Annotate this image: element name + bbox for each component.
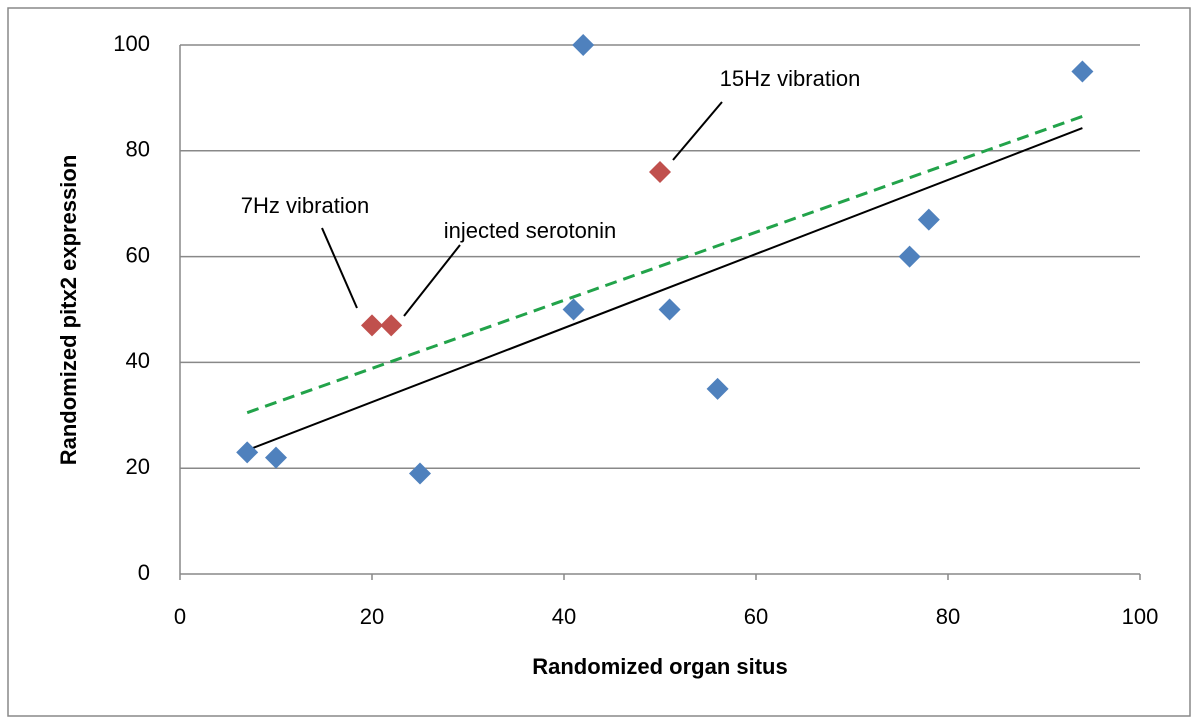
- point: [649, 160, 671, 183]
- point: [409, 462, 431, 485]
- point: [236, 441, 259, 464]
- y-tick-label: 80: [126, 137, 150, 162]
- x-tick-label: 100: [1122, 604, 1159, 629]
- x-axis-label: Randomized organ situs: [532, 654, 787, 679]
- y-tick-label: 60: [126, 242, 150, 267]
- x-tick-label: 60: [744, 604, 768, 629]
- point: [658, 298, 681, 321]
- point: [898, 245, 921, 268]
- point: [562, 298, 585, 321]
- y-tick-label: 100: [113, 31, 150, 56]
- point: [265, 446, 287, 469]
- annotation: 7Hz vibration: [241, 193, 369, 218]
- point: [572, 34, 595, 56]
- x-tick-label: 0: [174, 604, 186, 629]
- x-tick-label: 20: [360, 604, 384, 629]
- y-axis-label: Randomized pitx2 expression: [56, 155, 81, 466]
- y-tick-label: 20: [126, 454, 150, 479]
- point: [380, 314, 403, 337]
- point: [917, 208, 940, 231]
- y-tick-label: 0: [138, 560, 150, 585]
- annotation: 15Hz vibration: [720, 66, 861, 91]
- y-tick-label: 40: [126, 348, 150, 373]
- annotation: injected serotonin: [444, 218, 616, 243]
- annotation-leader: [321, 227, 358, 309]
- point: [361, 314, 383, 337]
- trendline: [246, 127, 1083, 452]
- x-tick-label: 40: [552, 604, 576, 629]
- point: [1071, 60, 1094, 83]
- annotation-leader: [672, 101, 723, 161]
- trendline: [246, 115, 1083, 415]
- annotation-leader: [403, 244, 461, 317]
- x-tick-label: 80: [936, 604, 960, 629]
- point: [706, 377, 729, 400]
